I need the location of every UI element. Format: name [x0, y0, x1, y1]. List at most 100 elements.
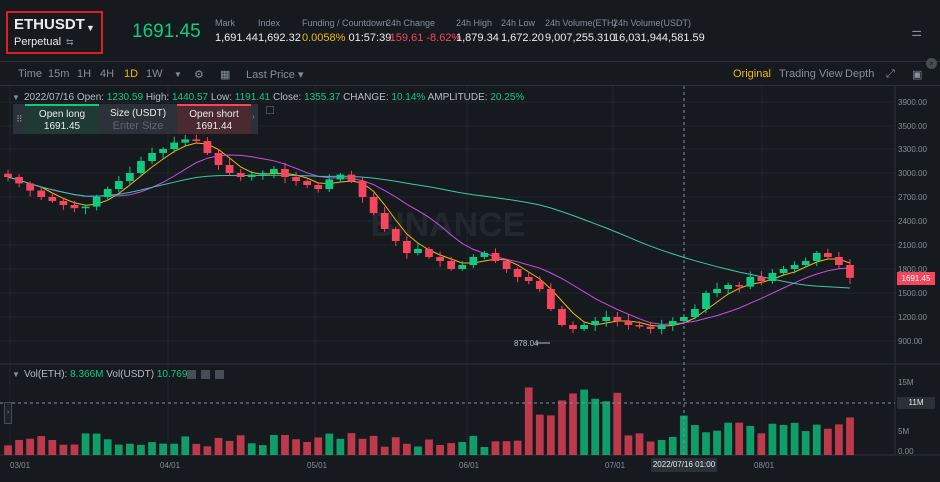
volume-bar	[613, 392, 622, 455]
ohlc-legend: 2022/07/16 Open: 1230.59 High: 1440.57 L…	[24, 92, 525, 103]
interval-more-icon[interactable]: ▼	[174, 70, 182, 79]
volume-bar	[314, 437, 323, 455]
volume-bar	[114, 444, 123, 455]
volume-bar	[812, 424, 821, 455]
contract-switch-icon[interactable]: ⇆	[66, 37, 74, 47]
grid-lines	[0, 86, 895, 455]
volume-remove-icon[interactable]	[215, 370, 224, 379]
chart-layout-icon[interactable]: ▦	[220, 69, 231, 81]
panel-collapse-icon[interactable]: ›	[252, 112, 255, 121]
volume-bar	[81, 433, 90, 455]
candle-body	[790, 265, 799, 269]
time-axis-labels: 03/01 04/01 05/01 06/01 07/01 08/01	[10, 461, 775, 470]
volume-visibility-icon[interactable]	[187, 370, 196, 379]
interval-time[interactable]: Time	[18, 68, 43, 80]
view-trading-view[interactable]: Trading View	[779, 68, 843, 80]
candle-body	[214, 153, 223, 165]
volume-bar	[159, 443, 167, 455]
volume-bar	[292, 439, 300, 455]
candle-body	[757, 277, 766, 281]
ohlc-collapse-icon[interactable]: ▼	[12, 93, 20, 102]
size-input[interactable]	[103, 120, 173, 132]
svg-text:3900.00: 3900.00	[898, 98, 927, 107]
candle-body	[181, 139, 190, 143]
candle-body	[281, 169, 289, 177]
panel-settings-icon[interactable]	[266, 106, 274, 114]
symbol-highlight-box[interactable]	[6, 11, 103, 54]
volume-bar	[103, 439, 112, 455]
candle-body	[513, 269, 522, 277]
pane-expand-icon[interactable]: ›	[4, 402, 12, 424]
funding-countdown: 01:57:39	[348, 32, 392, 44]
fullscreen-icon[interactable]: ⤢	[886, 68, 895, 80]
size-field[interactable]: Size (USDT)	[101, 104, 175, 134]
volume-bar	[402, 443, 411, 455]
drag-handle-icon[interactable]: ⠿	[16, 114, 23, 124]
volume-settings-icon[interactable]	[201, 370, 210, 379]
contract-type[interactable]: Perpetual	[14, 36, 62, 48]
candle-body	[125, 173, 134, 181]
volume-bar	[779, 425, 788, 455]
last-price: 1691.45	[132, 21, 201, 42]
interval-1w[interactable]: 1W	[146, 68, 163, 80]
volume-bar	[702, 432, 710, 455]
stat-24h-high: 24h High 1,879.34	[456, 18, 499, 44]
stat-funding: Funding / Countdown 0.0058% 01:57:39	[302, 18, 392, 44]
price-chart[interactable]: BINANCE 3900.00 3500.00 3300.00 3000.00 …	[0, 86, 940, 482]
volume-bar	[325, 433, 334, 455]
volume-bars	[4, 387, 854, 455]
candle-body	[591, 321, 600, 325]
indicator-settings-icon[interactable]: ⚙	[194, 69, 204, 81]
caret-down-icon[interactable]: ▼	[86, 23, 95, 33]
price-type-select[interactable]: Last Price ▾	[246, 69, 304, 81]
symbol-name[interactable]: ETHUSDT	[14, 16, 85, 33]
interval-4h[interactable]: 4H	[100, 68, 115, 80]
interval-15m[interactable]: 15m	[48, 68, 70, 80]
candle-body	[835, 257, 843, 265]
volume-bar	[225, 440, 234, 455]
svg-text:06/01: 06/01	[459, 461, 480, 470]
volume-bar	[458, 442, 467, 455]
volume-bar	[391, 437, 400, 455]
view-depth[interactable]: Depth	[845, 68, 875, 80]
candle-body	[546, 289, 555, 309]
open-short-button[interactable]: Open short 1691.44	[177, 104, 251, 134]
volume-bar	[358, 438, 367, 455]
svg-text:1200.00: 1200.00	[898, 313, 927, 322]
svg-text:5M: 5M	[898, 427, 909, 436]
open-long-button[interactable]: Open long 1691.45	[25, 104, 99, 134]
svg-text:2400.00: 2400.00	[898, 217, 927, 226]
stat-24h-volume-usdt: 24h Volume(USDT) 16,031,944,581.59	[613, 18, 705, 44]
volume-bar	[347, 433, 356, 455]
svg-text:1500.00: 1500.00	[898, 289, 927, 298]
volume-legend: Vol(ETH): 8.366M Vol(USDT) 10.769B	[24, 369, 195, 380]
interval-1h[interactable]: 1H	[77, 68, 92, 80]
svg-text:08/01: 08/01	[754, 461, 775, 470]
volume-bar	[480, 446, 489, 455]
volume-bar	[801, 431, 810, 455]
candle-body	[15, 177, 23, 184]
interval-1d[interactable]: 1D	[124, 68, 139, 80]
candle-body	[436, 257, 444, 261]
volume-bar	[181, 436, 190, 455]
volume-bar	[724, 422, 733, 455]
volume-bar	[635, 433, 644, 455]
volume-collapse-icon[interactable]: ▼	[12, 370, 20, 379]
volume-bar	[192, 443, 201, 455]
volume-bar	[624, 435, 633, 455]
candle-body	[325, 179, 334, 189]
close-icon[interactable]: ×	[926, 58, 937, 69]
ma-long-line	[7, 174, 851, 289]
header-settings-icon[interactable]: ⚌	[911, 25, 922, 39]
view-original[interactable]: Original	[733, 68, 771, 80]
volume-bar	[436, 444, 444, 455]
volume-bar	[668, 436, 677, 455]
volume-bar	[835, 424, 843, 455]
candle-body	[414, 249, 422, 253]
candle-body	[402, 241, 411, 253]
candle-body	[691, 309, 699, 317]
volume-bar	[535, 414, 544, 455]
volume-bar	[757, 433, 766, 455]
volume-bar	[258, 445, 267, 455]
grid-layout-icon[interactable]: ▣	[912, 69, 923, 81]
